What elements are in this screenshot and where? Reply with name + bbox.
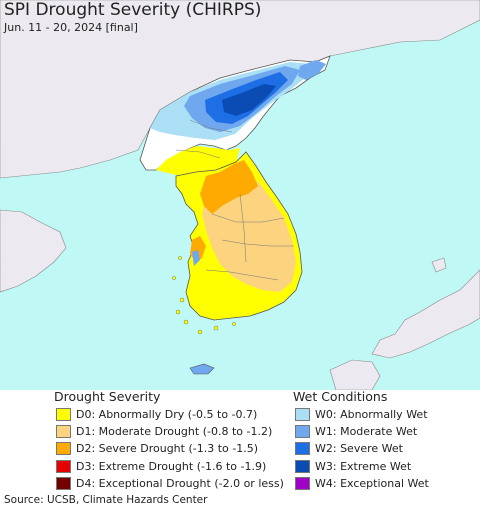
drought-legend-item: D4: Exceptional Drought (-2.0 or less): [56, 476, 284, 492]
drought-legend-label: D0: Abnormally Dry (-0.5 to -0.7): [76, 407, 258, 421]
wet-legend-swatch: [295, 459, 310, 473]
wet-legend-title: Wet Conditions: [293, 389, 388, 404]
drought-legend-item: D2: Severe Drought (-1.3 to -1.5): [56, 441, 258, 457]
drought-legend-label: D1: Moderate Drought (-0.8 to -1.2): [76, 424, 273, 438]
drought-legend-swatch: [56, 424, 71, 438]
wet-legend-swatch: [295, 442, 310, 456]
wet-legend-swatch: [295, 424, 310, 438]
drought-map: [0, 0, 480, 390]
wet-legend-item: W3: Extreme Wet: [295, 458, 411, 474]
jeju-island: [189, 363, 215, 375]
wet-legend-label: W4: Exceptional Wet: [315, 477, 429, 491]
drought-legend-label: D3: Extreme Drought (-1.6 to -1.9): [76, 459, 267, 473]
drought-legend-swatch: [56, 407, 71, 421]
japan-island-small: [431, 257, 447, 273]
china-land-west: [0, 209, 67, 293]
map-subtitle: Jun. 11 - 20, 2024 [final]: [4, 21, 138, 34]
map-title: SPI Drought Severity (CHIRPS): [4, 0, 262, 20]
wet-legend-label: W1: Moderate Wet: [315, 424, 418, 438]
nk-wet-northeast: [298, 60, 326, 80]
wet-legend-label: W2: Severe Wet: [315, 442, 403, 456]
drought-legend-label: D2: Severe Drought (-1.3 to -1.5): [76, 442, 259, 456]
drought-legend-item: D3: Extreme Drought (-1.6 to -1.9): [56, 458, 266, 474]
coastal-islands: [172, 256, 236, 335]
wet-legend-label: W3: Extreme Wet: [315, 459, 412, 473]
nk-wet-w3: [222, 84, 276, 116]
japan-land: [371, 269, 480, 359]
wet-legend-item: W4: Exceptional Wet: [295, 476, 429, 492]
wet-legend-item: W0: Abnormally Wet: [295, 406, 428, 422]
drought-legend-swatch: [56, 477, 71, 491]
sk-wet-southwest: [192, 250, 200, 266]
japan-kyushu: [329, 359, 381, 390]
drought-legend-swatch: [56, 442, 71, 456]
drought-legend-label: D4: Exceptional Drought (-2.0 or less): [76, 477, 284, 491]
drought-legend-item: D0: Abnormally Dry (-0.5 to -0.7): [56, 406, 257, 422]
sk-severe-drought: [200, 160, 258, 214]
wet-legend-label: W0: Abnormally Wet: [315, 407, 428, 421]
wet-legend-item: W2: Severe Wet: [295, 441, 403, 457]
drought-legend-title: Drought Severity: [54, 389, 161, 404]
drought-legend-swatch: [56, 459, 71, 473]
wet-legend-swatch: [295, 477, 310, 491]
wet-legend-swatch: [295, 407, 310, 421]
source-note: Source: UCSB, Climate Hazards Center: [4, 494, 208, 506]
admin-borders: [175, 119, 294, 281]
wet-legend-item: W1: Moderate Wet: [295, 423, 417, 439]
drought-legend-item: D1: Moderate Drought (-0.8 to -1.2): [56, 423, 272, 439]
